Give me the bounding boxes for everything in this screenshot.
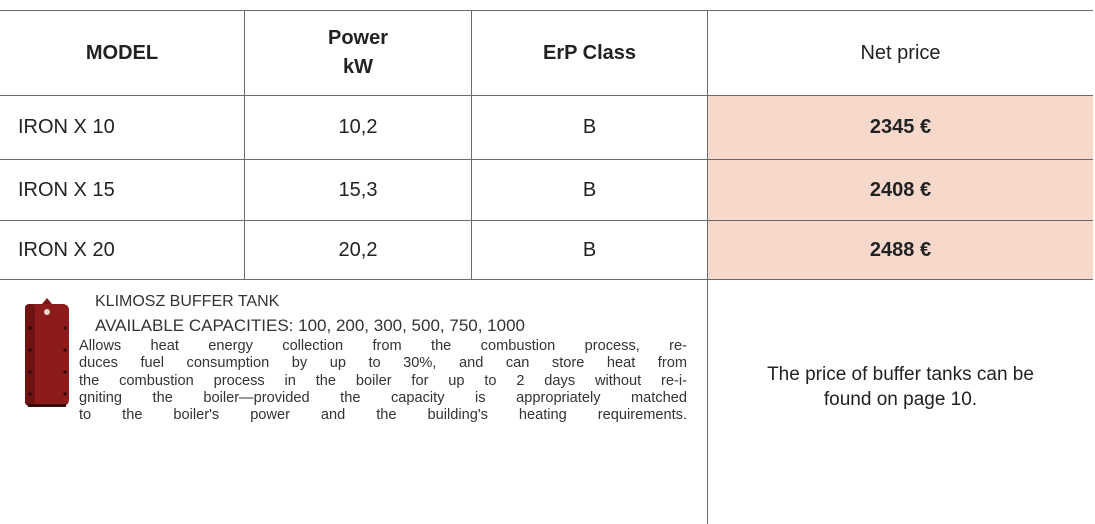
price-note-line: The price of buffer tanks can be <box>708 362 1093 387</box>
row: IRON X 15 15,3 B 2408 € <box>0 160 1093 221</box>
tank-logo <box>44 309 50 315</box>
price-cell: 2345 € <box>708 96 1094 160</box>
cell: B <box>472 160 708 221</box>
description-line: gniting the boiler—provided the capacity… <box>79 390 687 407</box>
cell: 20,2 <box>245 221 472 280</box>
tank-base <box>28 404 66 407</box>
price-note-cell: The price of buffer tanks can be found o… <box>708 280 1094 524</box>
header-text: Net price <box>860 42 940 64</box>
header-cell: MODEL <box>0 11 245 96</box>
cell: 10,2 <box>245 96 472 160</box>
cell: B <box>472 96 708 160</box>
header-text: MODEL <box>86 42 158 64</box>
header-cell: ErP Class <box>472 11 708 96</box>
description-line: Allows heat energy collection from the c… <box>79 338 687 355</box>
row: IRON X 20 20,2 B 2488 € <box>0 221 1093 280</box>
price-note-line: found on page 10. <box>708 387 1093 412</box>
row: IRON X 10 10,2 B 2345 € <box>0 96 1093 160</box>
header-cell: Net price <box>708 11 1094 96</box>
tank-top <box>42 298 52 304</box>
tank-description: Allows heat energy collection from the c… <box>79 338 687 424</box>
cell: IRON X 20 <box>0 221 245 280</box>
tank-shade <box>25 304 35 406</box>
price-cell: 2408 € <box>708 160 1094 221</box>
description-line: to the boiler's power and the building's… <box>79 407 687 424</box>
tank-title: KLIMOSZ BUFFER TANK <box>95 290 687 314</box>
tank-capacities: AVAILABLE CAPACITIES: 100, 200, 300, 500… <box>95 314 687 338</box>
header-text: kW <box>245 53 471 82</box>
header-text: ErP Class <box>543 42 636 64</box>
cell: B <box>472 221 708 280</box>
tank-icon <box>24 298 72 410</box>
price-cell: 2488 € <box>708 221 1094 280</box>
buffer-row: KLIMOSZ BUFFER TANK AVAILABLE CAPACITIES… <box>0 280 1093 524</box>
description-line: the combustion process in the boiler for… <box>79 373 687 390</box>
tank-text: KLIMOSZ BUFFER TANK AVAILABLE CAPACITIES… <box>79 290 687 424</box>
cell: 15,3 <box>245 160 472 221</box>
buffer-cell: KLIMOSZ BUFFER TANK AVAILABLE CAPACITIES… <box>0 280 708 524</box>
cell: IRON X 10 <box>0 96 245 160</box>
cell: IRON X 15 <box>0 160 245 221</box>
header-text: Power <box>245 24 471 53</box>
description-line: duces fuel consumption by up to 30%, and… <box>79 355 687 372</box>
